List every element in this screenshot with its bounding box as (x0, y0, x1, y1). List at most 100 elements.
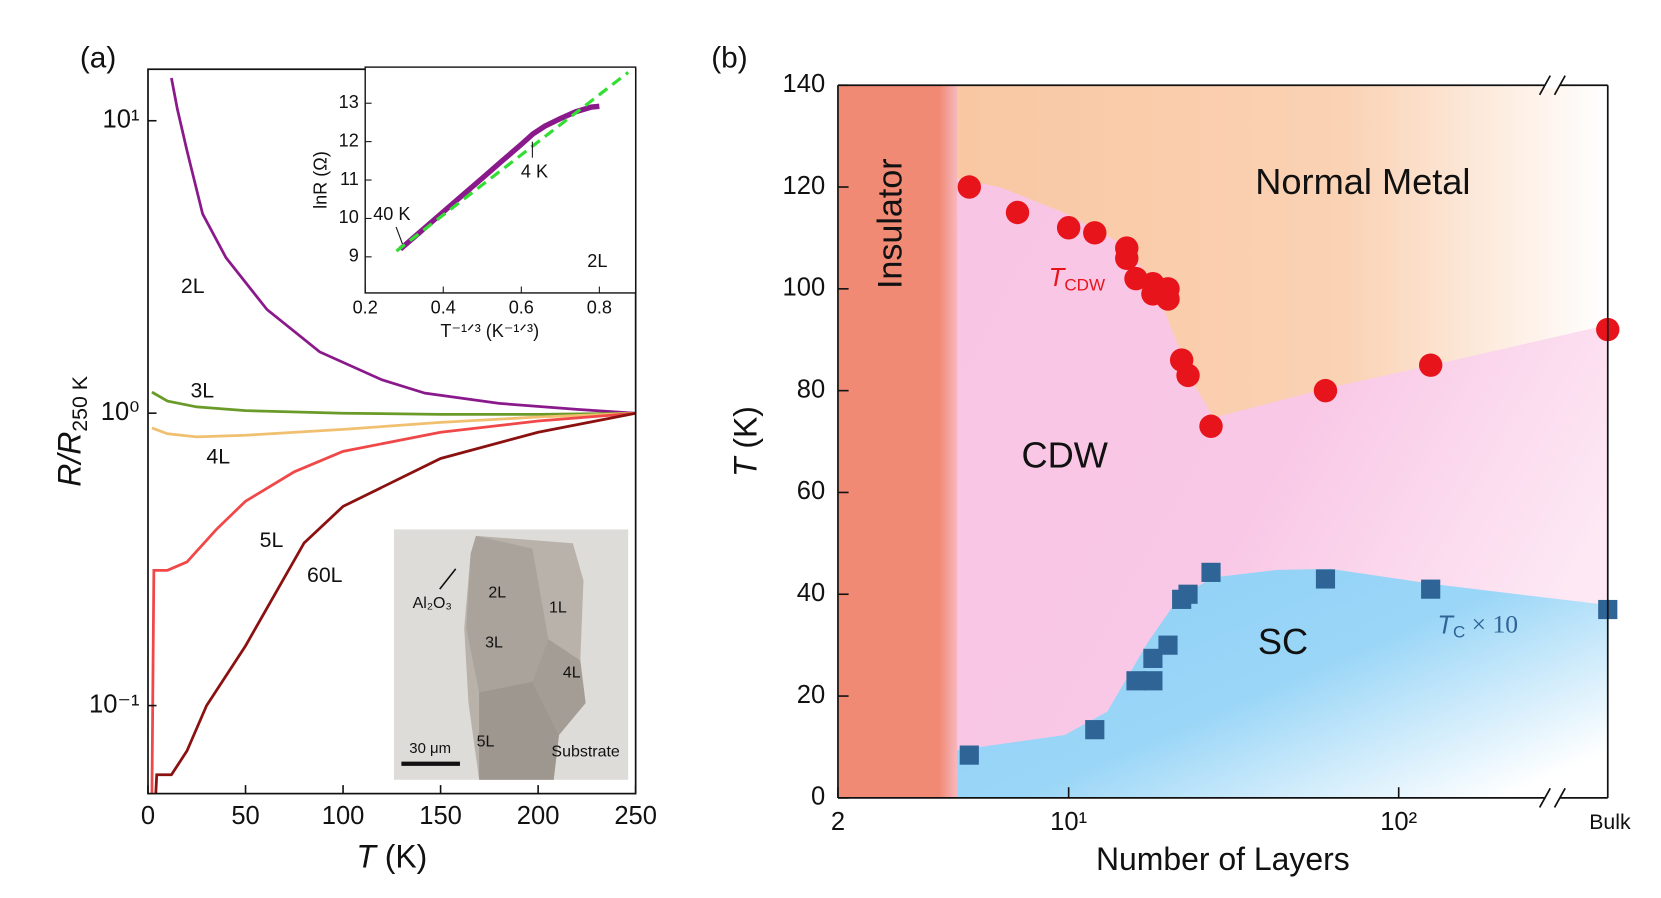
series-label: TCDW (1049, 264, 1105, 294)
micrograph-label: 2L (488, 585, 506, 602)
y-tick-label: 10¹ (103, 105, 140, 133)
series-label: 5L (260, 528, 284, 552)
marker (1115, 246, 1139, 271)
x-label-unit: (K) (376, 839, 427, 875)
marker (1156, 287, 1180, 311)
marker (1085, 720, 1105, 740)
marker (1315, 569, 1336, 589)
insulator-region (837, 85, 958, 798)
y-tick-label: 80 (797, 375, 825, 403)
marker (1126, 671, 1146, 691)
inset-curves (395, 71, 630, 253)
marker (1178, 584, 1198, 604)
data-line (170, 77, 636, 415)
y-tick-label: 0 (811, 783, 825, 811)
micrograph-arrow (439, 568, 457, 590)
series-label: TC × 10 (1437, 609, 1518, 641)
region-label: Normal Metal (1255, 161, 1470, 202)
micrograph-label: 3L (485, 635, 503, 652)
inset-x-tick-label: 0.2 (353, 298, 378, 318)
panel-label: (a) (80, 42, 116, 75)
y-tick-label: 140 (783, 70, 826, 98)
series-label: 3L (190, 379, 214, 403)
x-tick-label: 0 (141, 802, 155, 830)
inset-y-tick-label: 10 (339, 207, 359, 227)
inset-x-tick-label: 0.6 (509, 298, 534, 318)
x-tick-label: 2 (831, 808, 845, 836)
scale-bar-label: 30 μm (409, 741, 451, 757)
label-symbol: T (1437, 611, 1455, 639)
marker (1201, 562, 1221, 582)
marker (1143, 671, 1163, 691)
x-label-symbol: T (356, 839, 378, 875)
series-label: 60L (307, 563, 343, 587)
micrograph-label: Al₂O₃ (413, 595, 452, 612)
x-tick-label: 10² (1380, 808, 1417, 836)
inset-y-tick-label: 11 (340, 169, 359, 189)
marker (1143, 648, 1163, 668)
flake-region (466, 535, 549, 693)
y-tick-label: 120 (783, 172, 826, 200)
x-tick-label: 50 (231, 802, 259, 830)
annotation: 4 K (521, 161, 548, 181)
marker (1313, 378, 1338, 403)
fit-line (395, 71, 630, 253)
inset-y-tick-label: 12 (339, 130, 359, 150)
x-tick-label: 250 (614, 802, 657, 830)
x-axis-label: T (K) (356, 839, 427, 875)
marker (1199, 414, 1223, 438)
data-line (151, 390, 636, 416)
y-axis-label: R/R250 K (52, 376, 92, 487)
inset-x-tick-label: 0.4 (431, 298, 456, 318)
axis-break (1553, 787, 1566, 808)
annotation: 2L (587, 251, 607, 271)
micrograph-label: 5L (477, 734, 495, 751)
y-tick-label: 40 (797, 579, 825, 607)
annotation: 40 K (373, 204, 410, 224)
data-line (150, 411, 636, 794)
flake-region (479, 681, 559, 780)
label-subscript: C (1453, 622, 1465, 641)
y-label-symbol: T (728, 455, 764, 477)
marker (1083, 221, 1107, 245)
y-label-text: R/R (52, 432, 88, 487)
axis-break (1538, 75, 1552, 96)
marker (1418, 353, 1443, 377)
axis-break-gap (1544, 794, 1560, 802)
curves (150, 77, 636, 794)
x-tick-label: 10¹ (1050, 808, 1087, 836)
y-label-subscript: 250 K (68, 376, 92, 432)
marker (1056, 216, 1081, 240)
y-tick-label: 10⁻¹ (89, 690, 139, 718)
y-tick-label: 100 (783, 274, 826, 302)
micrograph-label: 1L (549, 599, 567, 616)
y-axis-label: T (K) (728, 406, 764, 477)
marker (1421, 579, 1441, 599)
micrograph-label: 4L (563, 664, 581, 681)
sc-region (950, 568, 1608, 798)
y-tick-label: 10⁰ (101, 398, 140, 426)
marker (1158, 635, 1178, 655)
marker (1176, 363, 1200, 388)
x-tick-label: Bulk (1589, 810, 1631, 834)
y-tick-label: 20 (797, 681, 825, 709)
axis-break (1538, 787, 1552, 808)
marker (1005, 200, 1030, 225)
label-suffix: × 10 (1465, 609, 1518, 638)
marker (959, 745, 979, 765)
label-symbol: T (1049, 264, 1067, 292)
annotation-arrow (395, 226, 403, 245)
inset-frame (364, 66, 637, 294)
x-tick-label: 150 (419, 802, 462, 830)
axis-break-gap (1544, 82, 1560, 89)
x-tick-label: 200 (517, 802, 560, 830)
panel-label: (b) (711, 42, 747, 75)
data-line (151, 411, 636, 439)
marker (957, 175, 982, 199)
y-label-unit: (K) (728, 406, 764, 457)
flake-region (532, 639, 586, 736)
label-subscript: CDW (1064, 275, 1105, 294)
inset-y-label: lnR (Ω) (310, 151, 330, 209)
normal-metal-region (950, 85, 1608, 418)
